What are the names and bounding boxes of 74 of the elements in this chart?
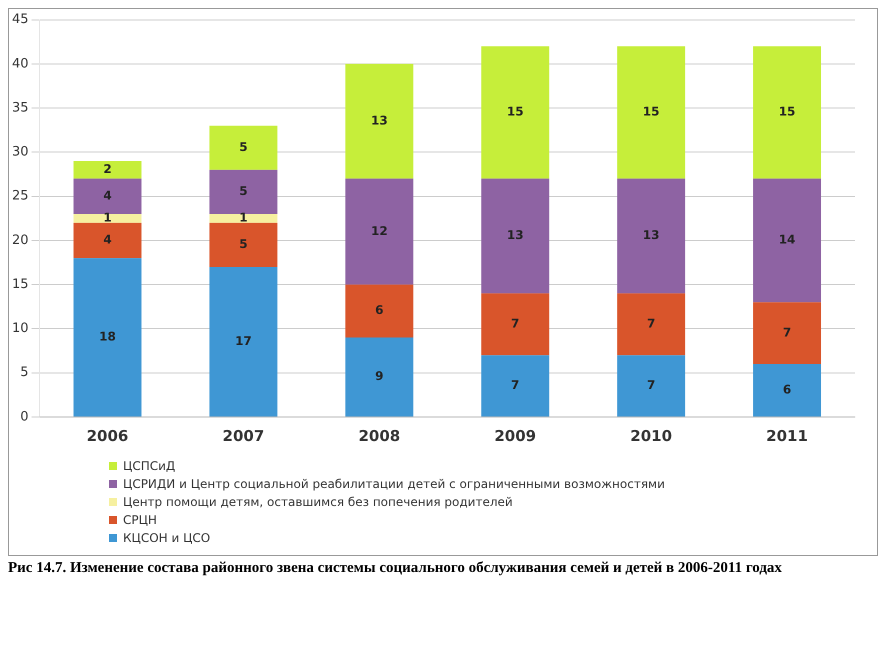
data-label: 9	[375, 369, 384, 384]
y-tick-label: 0	[20, 409, 29, 424]
data-label: 7	[646, 316, 656, 330]
data-label: 13	[642, 228, 660, 242]
bar	[209, 266, 278, 416]
data-label: 1	[239, 210, 248, 225]
data-label: 4	[103, 232, 112, 247]
legend-label: ЦСРИДИ и Центр социальной реабилитации детей с ограниченными возможностями	[123, 477, 665, 491]
bar	[617, 293, 686, 356]
x-tick-label: 2008	[358, 426, 400, 445]
data-label: 2	[103, 162, 112, 176]
bar	[209, 126, 278, 170]
data-label: 7	[646, 378, 656, 392]
bar	[753, 364, 822, 416]
bar	[345, 284, 414, 338]
data-label: 15	[642, 104, 660, 119]
bar	[74, 178, 142, 214]
data-label: 12	[370, 224, 388, 238]
bar	[753, 178, 822, 302]
data-label: 18	[99, 329, 116, 344]
data-label: 5	[239, 237, 248, 252]
y-tick-label: 20	[12, 232, 29, 248]
data-label: 5	[239, 184, 248, 198]
bar	[481, 46, 550, 179]
y-tick-label: 10	[12, 321, 29, 336]
y-tick-label: 15	[12, 276, 29, 292]
bar	[74, 222, 142, 258]
bar	[753, 46, 822, 179]
bar	[617, 46, 686, 179]
bar	[74, 161, 142, 179]
bar	[617, 355, 686, 416]
bar	[74, 214, 142, 223]
bar	[481, 293, 550, 356]
data-label: 7	[782, 325, 792, 340]
data-label: 5	[239, 140, 248, 154]
data-label: 6	[782, 382, 792, 396]
legend-label: ЦСПСиД	[123, 459, 176, 473]
legend-label: Центр помощи детям, оставшимся без попечения родителей	[123, 495, 513, 509]
data-label: 1	[103, 210, 112, 225]
data-label: 15	[506, 104, 524, 119]
data-label: 13	[506, 228, 524, 242]
x-tick-label: 2010	[630, 426, 672, 445]
data-label: 13	[370, 113, 388, 128]
bar	[753, 302, 822, 364]
legend-label: КЦСОН и ЦСО	[123, 531, 210, 545]
y-tick-label: 40	[12, 56, 29, 72]
bar	[481, 178, 550, 294]
y-tick-label: 30	[12, 144, 29, 160]
bar	[345, 64, 414, 179]
y-tick-label: 45	[12, 12, 29, 28]
bar	[481, 355, 550, 416]
data-label: 7	[511, 316, 520, 330]
x-tick-label: 2011	[766, 426, 808, 445]
y-tick-label: 35	[12, 100, 29, 116]
bar	[345, 178, 414, 285]
bar	[74, 258, 142, 416]
bar	[209, 214, 278, 223]
data-label: 4	[103, 188, 112, 202]
data-label: 6	[375, 303, 384, 318]
data-label: 17	[235, 334, 252, 348]
legend-label: СРЦН	[123, 513, 157, 527]
data-label: 15	[778, 104, 796, 119]
x-tick-label: 2007	[222, 426, 264, 445]
y-tick-label: 5	[20, 365, 29, 380]
x-tick-label: 2006	[86, 426, 128, 445]
data-label: 14	[778, 232, 796, 247]
x-tick-label: 2009	[494, 426, 536, 445]
data-label: 7	[511, 378, 520, 392]
y-tick-label: 25	[12, 188, 29, 204]
bar	[209, 222, 278, 267]
bar	[617, 178, 686, 294]
bar	[345, 338, 414, 416]
text: Рис 14.7. Изменение состава районного звена системы социального обслуживания семей и детей в 2006-2011 годах	[8, 560, 783, 577]
bar	[209, 170, 278, 214]
